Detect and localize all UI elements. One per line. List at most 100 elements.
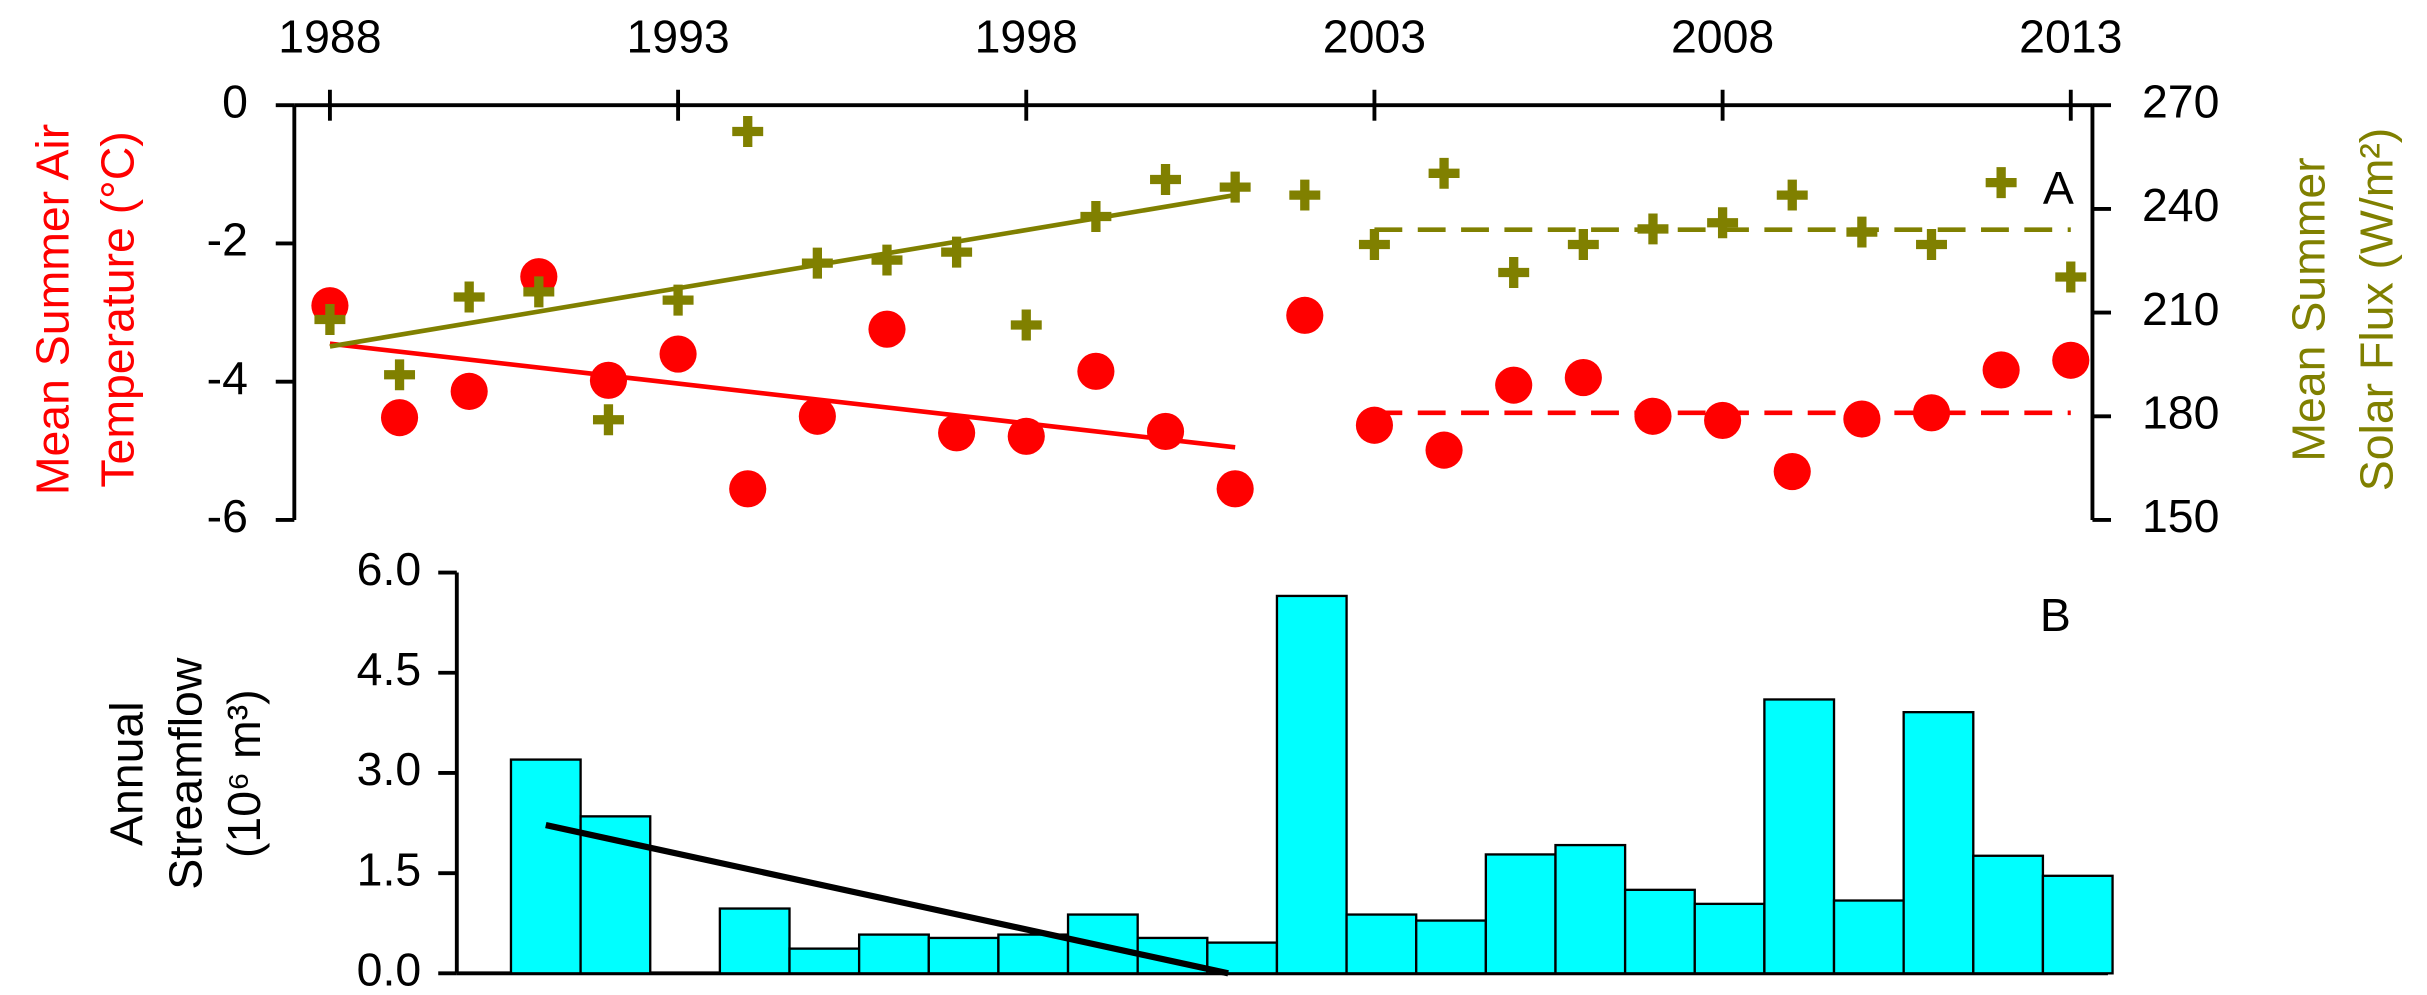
solar-point bbox=[1846, 216, 1878, 248]
solar-point bbox=[1707, 207, 1739, 239]
y2-tick-label: 180 bbox=[2142, 387, 2219, 439]
y-tick-label: 4.5 bbox=[357, 643, 422, 695]
bar bbox=[788, 947, 861, 975]
trend-line bbox=[545, 822, 1229, 977]
panel-label: A bbox=[2043, 162, 2074, 214]
solar-point bbox=[801, 247, 833, 279]
temperature-point bbox=[2052, 341, 2090, 379]
y2-tick-label: 150 bbox=[2142, 490, 2219, 542]
temperature-point bbox=[1843, 400, 1881, 438]
x-tick-label: 2008 bbox=[1671, 10, 1774, 62]
bar bbox=[718, 907, 791, 975]
temperature-point bbox=[729, 470, 767, 508]
solar-point bbox=[314, 304, 346, 335]
temperature-point bbox=[1425, 431, 1463, 469]
solar-point bbox=[1567, 229, 1599, 260]
bar bbox=[1345, 913, 1418, 975]
bar bbox=[927, 936, 1000, 975]
b-y-axis-title: (10⁶ m³) bbox=[218, 689, 270, 858]
y-tick-label: -6 bbox=[207, 490, 248, 542]
temperature-point bbox=[1077, 352, 1115, 390]
solar-point bbox=[732, 116, 764, 147]
solar-point bbox=[523, 276, 555, 308]
temperature-point bbox=[659, 335, 697, 373]
bar bbox=[1902, 710, 1975, 975]
bar bbox=[857, 933, 930, 975]
solar-point bbox=[1358, 229, 1390, 260]
temperature-point bbox=[1007, 417, 1045, 455]
bar bbox=[1623, 888, 1696, 975]
y-tick-label: 0 bbox=[222, 75, 248, 127]
bar bbox=[509, 758, 582, 975]
solar-point bbox=[1219, 171, 1251, 203]
solar-point bbox=[662, 284, 694, 316]
x-tick-label: 1993 bbox=[626, 10, 729, 62]
temperature-point bbox=[1564, 358, 1602, 397]
y2-axis-title: Mean Summer bbox=[2282, 157, 2334, 461]
y-tick-label: 1.5 bbox=[357, 843, 422, 895]
bar bbox=[1832, 899, 1905, 975]
solar-point bbox=[941, 236, 973, 268]
temperature-point bbox=[1704, 401, 1742, 439]
temperature-point bbox=[1773, 452, 1811, 491]
solar-point bbox=[1080, 201, 1112, 232]
solar-point bbox=[1985, 167, 2017, 199]
temperature-point bbox=[798, 397, 836, 435]
y-tick-label: 0.0 bbox=[357, 944, 422, 995]
y-axis-title: Temperature (°C) bbox=[91, 131, 143, 487]
x-tick-label: 2003 bbox=[1323, 10, 1426, 62]
bar bbox=[2041, 874, 2114, 975]
temperature-point bbox=[589, 361, 628, 399]
x-tick-label: 1988 bbox=[278, 10, 381, 62]
solar-point bbox=[871, 244, 903, 276]
solar-point bbox=[1916, 229, 1947, 260]
x-tick-label: 2013 bbox=[2019, 10, 2122, 62]
bar bbox=[1763, 698, 1836, 975]
y-tick-label: -2 bbox=[207, 214, 248, 266]
solar-point bbox=[1010, 309, 1042, 341]
y-axis-title: Mean Summer Air bbox=[26, 124, 78, 495]
bar bbox=[997, 933, 1070, 975]
temperature-point bbox=[1286, 296, 1324, 334]
solar-point bbox=[592, 404, 624, 436]
temperature-point bbox=[1912, 394, 1951, 432]
temperature-point bbox=[938, 414, 976, 452]
solar-point bbox=[2055, 261, 2087, 293]
solar-point bbox=[1776, 179, 1808, 211]
b-y-axis-title: Streamflow bbox=[159, 657, 211, 890]
temperature-point bbox=[1982, 351, 2020, 389]
bar bbox=[1554, 843, 1627, 975]
y2-tick-label: 270 bbox=[2142, 75, 2219, 127]
y-tick-label: -4 bbox=[207, 352, 248, 404]
bar bbox=[1693, 902, 1766, 975]
temperature-point bbox=[868, 310, 906, 348]
b-y-axis-title: Annual bbox=[101, 701, 153, 845]
trend-line bbox=[329, 341, 1236, 450]
bar bbox=[1484, 853, 1557, 975]
temperature-point bbox=[1495, 366, 1533, 404]
temperature-point bbox=[1146, 412, 1185, 451]
temperature-point bbox=[1355, 406, 1394, 444]
solar-point bbox=[384, 359, 416, 391]
temperature-point bbox=[1216, 470, 1254, 508]
y2-axis-title: Solar Flux (W/m²) bbox=[2351, 128, 2403, 492]
solar-point bbox=[1637, 213, 1669, 245]
solar-point bbox=[1498, 257, 1530, 288]
bar bbox=[1275, 594, 1348, 975]
solar-point bbox=[453, 281, 485, 313]
solar-point bbox=[1150, 164, 1182, 196]
bar bbox=[1972, 854, 2045, 975]
y2-tick-label: 240 bbox=[2142, 179, 2219, 231]
x-tick-label: 1998 bbox=[975, 10, 1078, 62]
temperature-point bbox=[1634, 397, 1672, 435]
y2-tick-label: 210 bbox=[2142, 283, 2219, 335]
solar-point bbox=[1289, 179, 1321, 211]
temperature-point bbox=[380, 399, 419, 437]
y-tick-label: 6.0 bbox=[357, 543, 422, 595]
temperature-point bbox=[450, 372, 488, 410]
y-tick-label: 3.0 bbox=[357, 743, 422, 795]
solar-point bbox=[1428, 157, 1460, 189]
panel-label: B bbox=[2040, 589, 2071, 641]
bar bbox=[1415, 919, 1488, 975]
